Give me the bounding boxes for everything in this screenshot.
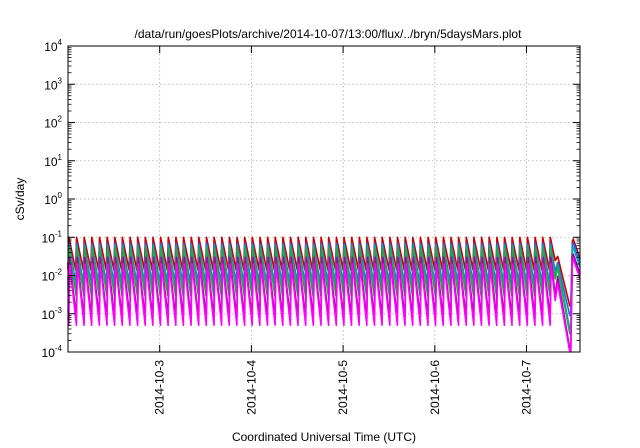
x-tick-label: 2014-10-3 xyxy=(153,360,167,415)
x-tick-label: 2014-10-5 xyxy=(336,360,350,415)
y-axis: 104 103 102 101 100 10-1 10-2 10-3 10-4 xyxy=(42,38,580,360)
x-tick-label: 2014-10-7 xyxy=(520,360,534,415)
x-axis: 2014-10-3 2014-10-4 2014-10-5 2014-10-6 2014… xyxy=(153,46,534,415)
series-layer xyxy=(67,236,581,353)
x-tick-label: 2014-10-4 xyxy=(244,360,258,415)
y-tick-label: 10-2 xyxy=(42,268,63,284)
series-line-6 xyxy=(67,258,581,353)
x-axis-label: Coordinated Universal Time (UTC) xyxy=(232,430,416,444)
y-tick-label: 10-1 xyxy=(42,229,63,245)
y-tick-label: 104 xyxy=(44,38,62,54)
y-tick-label: 103 xyxy=(44,76,62,92)
y-tick-label: 10-3 xyxy=(42,306,63,322)
y-tick-label: 10-4 xyxy=(42,344,63,360)
y-tick-label: 101 xyxy=(44,153,62,169)
x-tick-label: 2014-10-6 xyxy=(428,360,442,415)
y-axis-label: cSv/day xyxy=(13,178,27,221)
chart-title: /data/run/goesPlots/archive/2014-10-07/1… xyxy=(135,27,523,41)
y-tick-label: 100 xyxy=(44,191,62,207)
y-tick-label: 102 xyxy=(44,115,62,131)
